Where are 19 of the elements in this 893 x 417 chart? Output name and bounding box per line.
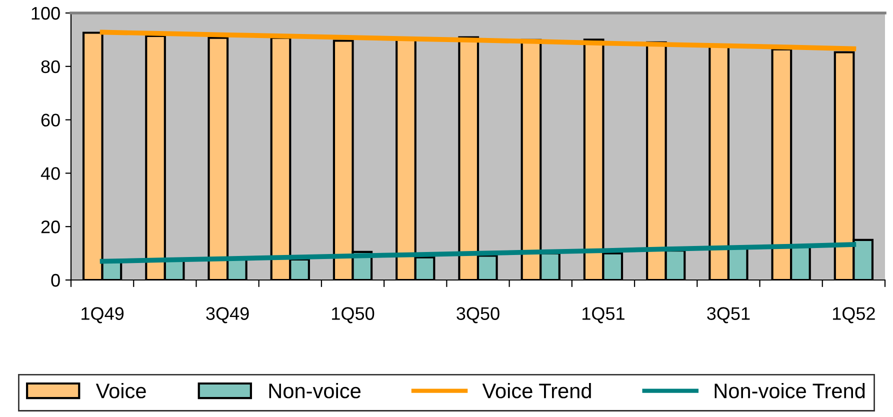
x-tick-label: 3Q51 <box>707 307 750 324</box>
line-series <box>100 242 856 264</box>
line-series <box>100 30 856 52</box>
legend-label: Non-voice Trend <box>714 383 865 398</box>
y-tick-label: 60 <box>41 114 60 127</box>
legend-label: Voice Trend <box>482 383 591 398</box>
y-tick-label: 80 <box>41 60 60 74</box>
x-tick-label: 3Q50 <box>456 307 500 324</box>
x-tick-label: 3Q49 <box>206 307 249 324</box>
x-tick-label: 1Q52 <box>832 307 875 324</box>
y-tick-label: 20 <box>41 220 60 234</box>
legend-label: Non-voice <box>269 383 360 398</box>
x-tick-label: 1Q50 <box>332 307 374 324</box>
x-tick-label: 1Q49 <box>82 307 124 324</box>
y-tick-label: 40 <box>40 167 60 180</box>
y-tick-label: 0 <box>51 274 60 287</box>
legend-label: Voice <box>96 383 146 398</box>
y-tick-label: 100 <box>32 6 60 20</box>
x-tick-label: 1Q51 <box>582 307 624 324</box>
